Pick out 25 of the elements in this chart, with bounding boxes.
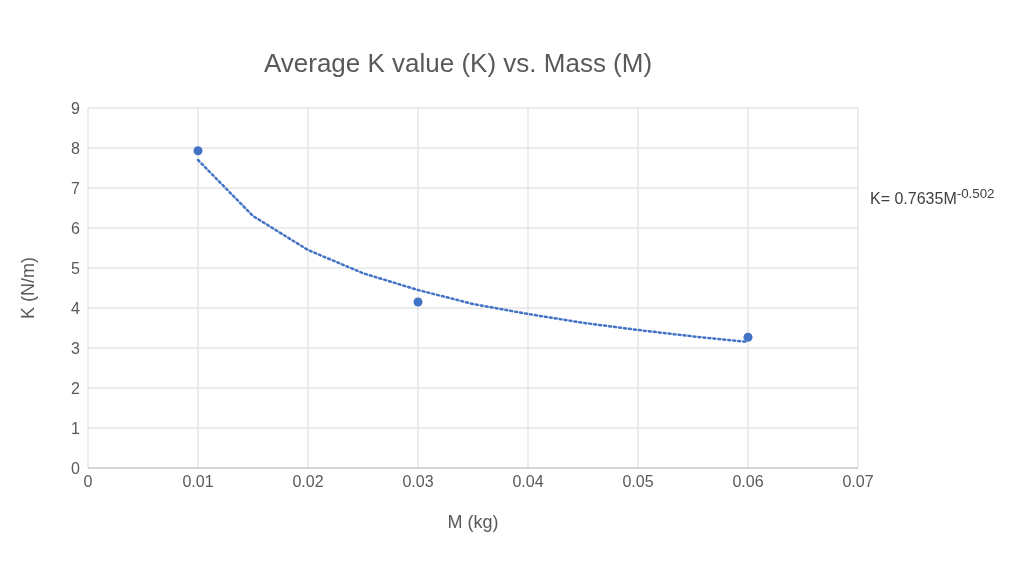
x-tick-label: 0.06	[732, 473, 764, 491]
y-tick-label: 1	[71, 419, 81, 437]
y-tick-label: 0	[71, 459, 81, 477]
x-tick-label: 0	[83, 473, 93, 491]
y-tick-label: 3	[71, 339, 81, 357]
x-axis-title: M (kg)	[447, 512, 499, 532]
y-tick-label: 5	[71, 259, 81, 277]
point	[743, 332, 753, 342]
y-tick-label: 7	[71, 179, 81, 197]
x-tick-label: 0.07	[842, 473, 874, 491]
x-tick-label: 0.01	[182, 473, 214, 491]
text: K= 0.7635M$^{-0.502}$	[870, 186, 995, 209]
point	[413, 297, 423, 307]
y-tick-label: 2	[71, 379, 81, 397]
x-tick-label: 0.02	[292, 473, 324, 491]
y-axis-title: K (N/m)	[18, 257, 39, 319]
y-tick-label: 9	[71, 99, 81, 117]
x-tick-label: 0.04	[512, 473, 544, 491]
x-tick-label: 0.03	[402, 473, 434, 491]
chart-title: Average K value (K) vs. Mass (M)	[262, 47, 654, 80]
point	[193, 146, 203, 156]
y-tick-label: 6	[71, 219, 81, 237]
y-tick-label: 4	[71, 299, 81, 317]
y-tick-label: 8	[71, 139, 81, 157]
x-tick-label: 0.05	[622, 473, 654, 491]
